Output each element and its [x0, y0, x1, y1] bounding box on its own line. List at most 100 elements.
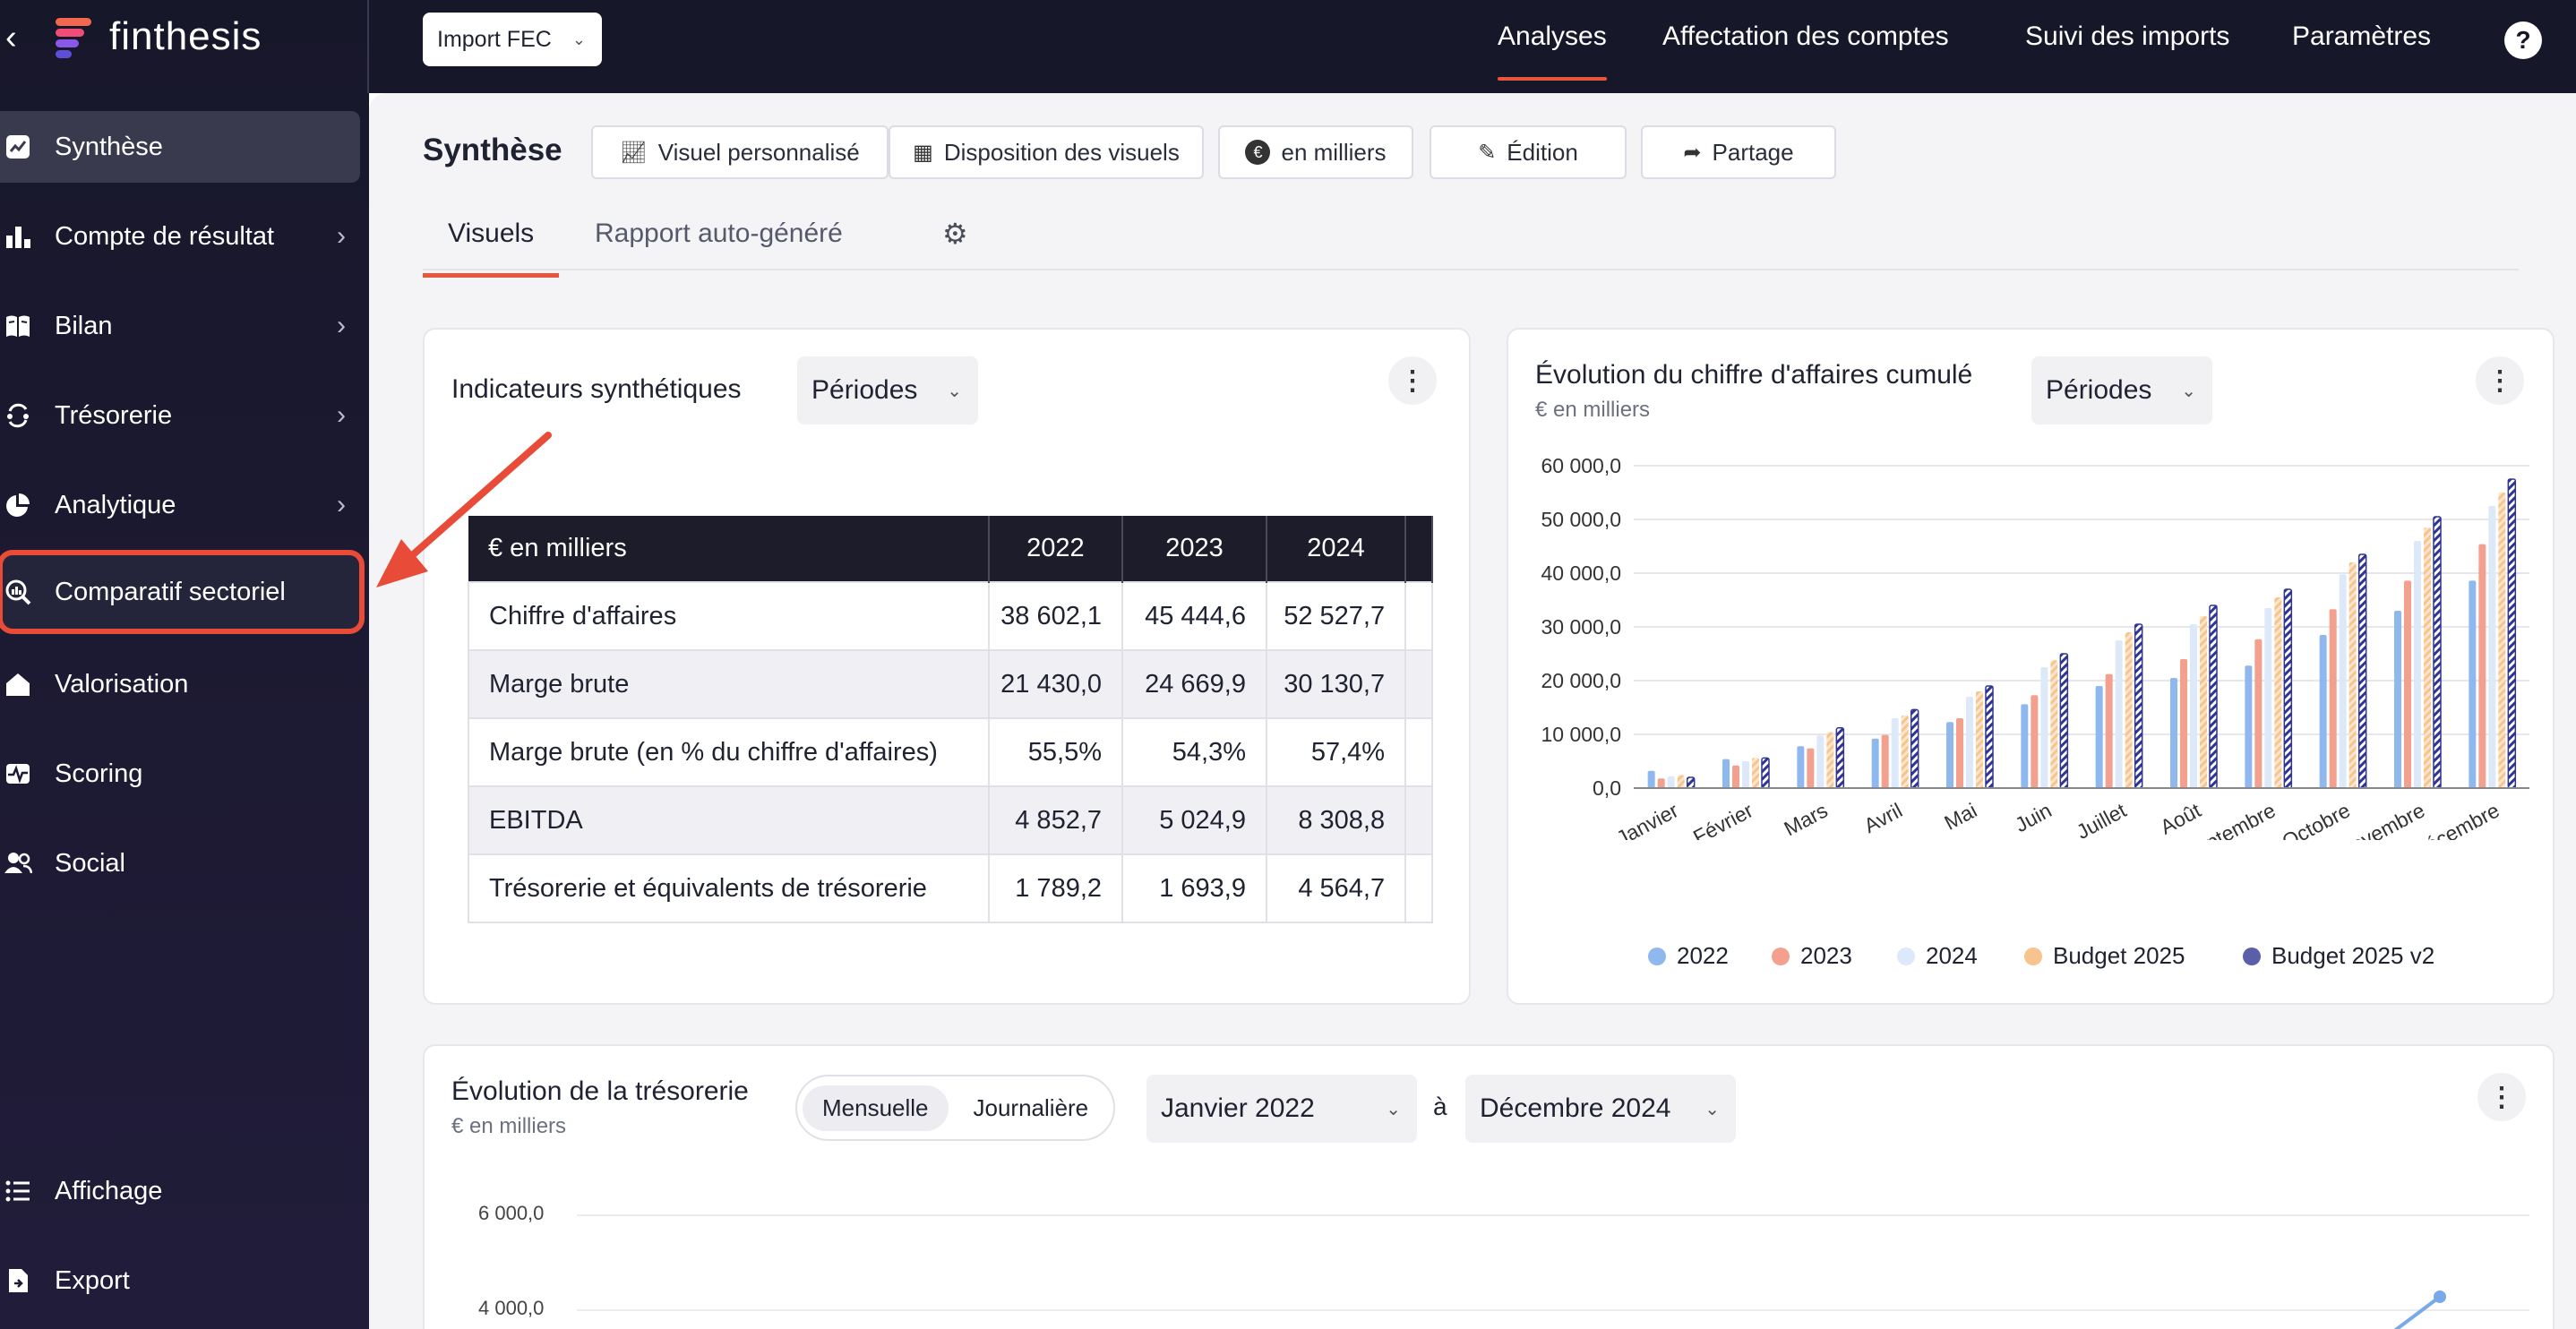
indicators-period-select[interactable]: Périodes ⌄ — [797, 356, 978, 424]
treasury-from-select[interactable]: Janvier 2022 ⌄ — [1146, 1075, 1417, 1143]
bar[interactable] — [2433, 516, 2442, 789]
bar[interactable] — [1946, 722, 1953, 788]
bar[interactable] — [1871, 738, 1879, 788]
units-button[interactable]: € en milliers — [1218, 125, 1413, 179]
legend-item[interactable]: Budget 2025 — [2024, 942, 2185, 970]
sidebar-item-compte-de-resultat[interactable]: Compte de résultat › — [0, 201, 360, 272]
bar[interactable] — [2040, 667, 2048, 788]
bar[interactable] — [2031, 695, 2039, 788]
bar[interactable] — [2274, 597, 2282, 788]
bar[interactable] — [1901, 716, 1909, 788]
bar[interactable] — [2134, 623, 2143, 789]
bar[interactable] — [2488, 506, 2496, 788]
more-options-icon[interactable]: ⋮ — [2476, 356, 2524, 405]
bar[interactable] — [1956, 718, 1963, 788]
tab-rapport-auto-genere[interactable]: Rapport auto-généré — [595, 219, 843, 248]
bar[interactable] — [2283, 588, 2293, 789]
bar[interactable] — [2059, 653, 2069, 789]
bar[interactable] — [1985, 685, 1994, 789]
bar[interactable] — [2095, 686, 2103, 788]
bar[interactable] — [1657, 778, 1665, 788]
bar[interactable] — [2264, 608, 2272, 788]
bar[interactable] — [2254, 639, 2263, 788]
bar[interactable] — [1807, 748, 1815, 788]
bar[interactable] — [2357, 553, 2367, 789]
bar[interactable] — [2404, 580, 2411, 788]
sidebar-item-comparatif-sectoriel[interactable]: Comparatif sectoriel — [0, 550, 365, 634]
bar[interactable] — [1835, 727, 1845, 789]
bar[interactable] — [2329, 609, 2337, 788]
topnav-suivi-des-imports[interactable]: Suivi des imports — [2025, 21, 2230, 51]
bar[interactable] — [2105, 673, 2113, 788]
sidebar-item-affichage[interactable]: Affichage — [0, 1155, 360, 1227]
bar[interactable] — [2245, 665, 2253, 788]
bar[interactable] — [2200, 616, 2207, 788]
tab-visuels[interactable]: Visuels — [422, 219, 560, 278]
bar[interactable] — [1826, 732, 1834, 788]
bar[interactable] — [2050, 660, 2058, 788]
legend-item[interactable]: 2024 — [1897, 942, 1978, 970]
topnav-affectation-des-comptes[interactable]: Affectation des comptes — [1662, 21, 1949, 51]
sidebar-item-social[interactable]: Social — [0, 827, 360, 899]
legend-item[interactable]: 2022 — [1648, 942, 1729, 970]
bar[interactable] — [1797, 746, 1805, 788]
bar[interactable] — [1686, 776, 1696, 789]
bar[interactable] — [2394, 611, 2401, 788]
bar[interactable] — [2339, 574, 2347, 788]
legend-item[interactable]: 2023 — [1772, 942, 1852, 970]
legend-item[interactable]: Budget 2025 v2 — [2243, 942, 2434, 970]
bar[interactable] — [2190, 624, 2197, 788]
bar[interactable] — [1647, 770, 1655, 788]
chevron-left-icon[interactable]: ‹ — [5, 19, 17, 56]
toggle-journaliere[interactable]: Journalière — [973, 1093, 1089, 1121]
bar[interactable] — [2209, 604, 2218, 789]
bar[interactable] — [2021, 704, 2029, 788]
bar[interactable] — [2115, 640, 2123, 788]
bar[interactable] — [1816, 735, 1825, 788]
edit-button[interactable]: ✎ Édition — [1430, 125, 1627, 179]
bar[interactable] — [2180, 659, 2187, 788]
layout-visuals-button[interactable]: ▦ Disposition des visuels — [889, 125, 1204, 179]
import-select[interactable]: Import FEC ⌄ — [423, 13, 602, 66]
bar[interactable] — [1881, 734, 1889, 788]
bar[interactable] — [1732, 765, 1739, 788]
bar[interactable] — [2125, 632, 2133, 788]
treasury-to-select[interactable]: Décembre 2024 ⌄ — [1465, 1075, 1736, 1143]
gear-icon[interactable]: ⚙ — [942, 218, 968, 250]
bar[interactable] — [1722, 759, 1730, 788]
bar[interactable] — [2348, 562, 2357, 788]
topnav-analyses[interactable]: Analyses — [1498, 21, 1607, 81]
toggle-mensuelle[interactable]: Mensuelle — [803, 1085, 949, 1131]
bar[interactable] — [2507, 478, 2517, 789]
sidebar-item-bilan[interactable]: Bilan › — [0, 290, 360, 362]
sidebar-item-valorisation[interactable]: Valorisation — [0, 648, 360, 720]
more-options-icon[interactable]: ⋮ — [1388, 356, 1437, 405]
bar[interactable] — [2424, 527, 2431, 788]
bar[interactable] — [2414, 541, 2421, 788]
bar[interactable] — [1752, 758, 1759, 788]
bar[interactable] — [2170, 678, 2177, 788]
bar[interactable] — [1667, 776, 1675, 788]
sidebar-item-scoring[interactable]: Scoring — [0, 738, 360, 810]
bar[interactable] — [1891, 718, 1899, 788]
bar[interactable] — [2498, 493, 2506, 788]
revenue-period-select[interactable]: Périodes ⌄ — [2031, 356, 2212, 424]
bar[interactable] — [1966, 697, 1973, 788]
bar[interactable] — [1910, 708, 1919, 789]
bar[interactable] — [1976, 691, 1983, 788]
bar[interactable] — [2319, 635, 2327, 788]
sidebar-item-analytique[interactable]: Analytique › — [0, 469, 360, 541]
bar[interactable] — [1761, 757, 1770, 789]
bar[interactable] — [1742, 761, 1749, 788]
bar[interactable] — [2469, 580, 2477, 788]
sidebar-item-export[interactable]: Export — [0, 1245, 360, 1316]
share-button[interactable]: ➦ Partage — [1641, 125, 1836, 179]
sidebar-item-tresorerie[interactable]: Trésorerie › — [0, 380, 360, 451]
help-icon[interactable]: ? — [2504, 21, 2542, 59]
more-options-icon[interactable]: ⋮ — [2477, 1073, 2526, 1121]
topnav-parametres[interactable]: Paramètres — [2292, 21, 2432, 51]
custom-visual-button[interactable]: 📈︎ Visuel personnalisé — [591, 125, 889, 179]
bar[interactable] — [1677, 775, 1685, 788]
sidebar-item-synthese[interactable]: Synthèse — [0, 111, 360, 183]
bar[interactable] — [2478, 544, 2486, 788]
